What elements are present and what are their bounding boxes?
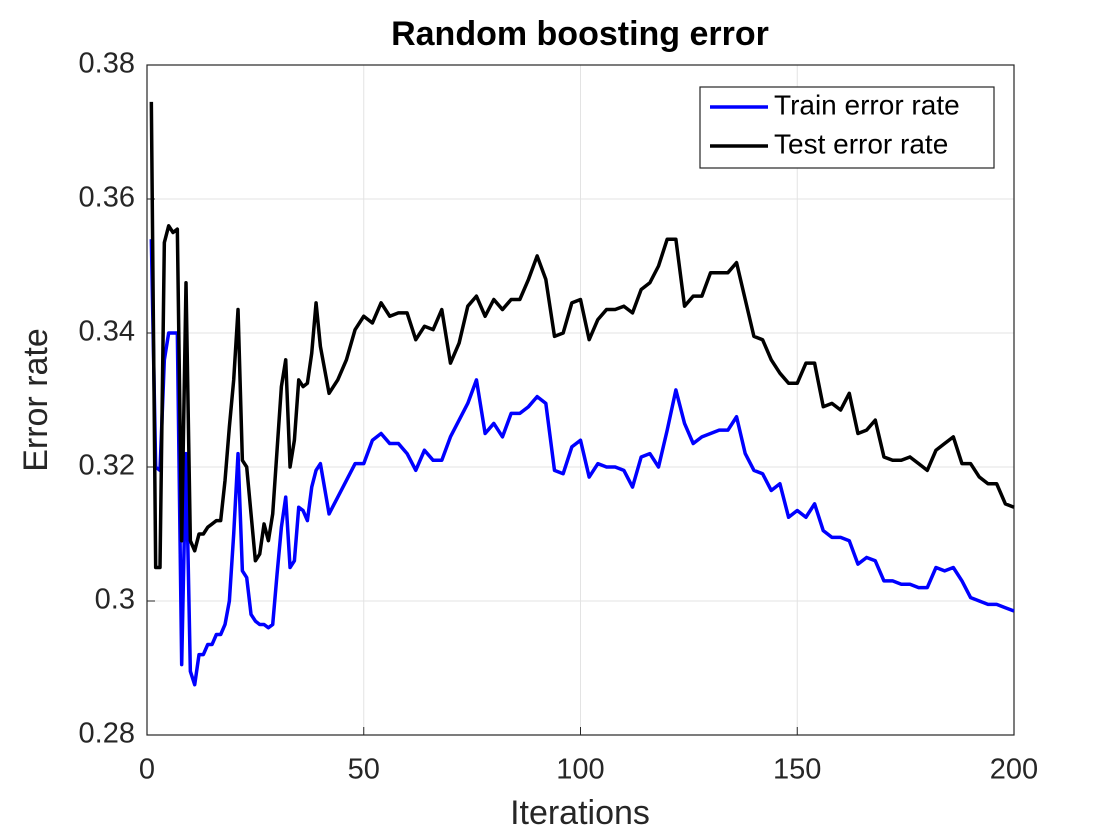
x-tick-label: 200 xyxy=(990,754,1038,786)
y-tick-label: 0.34 xyxy=(79,316,135,348)
y-tick-label: 0.36 xyxy=(79,182,135,214)
legend-box xyxy=(699,86,995,169)
y-tick-label: 0.32 xyxy=(79,450,135,482)
x-tick-label: 0 xyxy=(139,754,155,786)
series-line xyxy=(149,239,1015,687)
x-axis-label: Iterations xyxy=(510,794,650,832)
legend-label: Test error rate xyxy=(774,128,948,159)
x-tick-label: 50 xyxy=(348,754,380,786)
series-line xyxy=(149,101,1015,570)
y-tick-label: 0.38 xyxy=(79,48,135,80)
x-tick-label: 100 xyxy=(556,754,604,786)
plot-frame xyxy=(146,64,1015,736)
legend-label: Train error rate xyxy=(774,89,960,120)
y-tick-label: 0.28 xyxy=(79,718,135,750)
chart-title: Random boosting error xyxy=(391,15,769,53)
y-axis-label: Error rate xyxy=(17,328,55,472)
x-tick-label: 150 xyxy=(773,754,821,786)
legend: Train error rate Test error rate xyxy=(699,86,995,169)
y-tick-label: 0.3 xyxy=(95,584,135,616)
